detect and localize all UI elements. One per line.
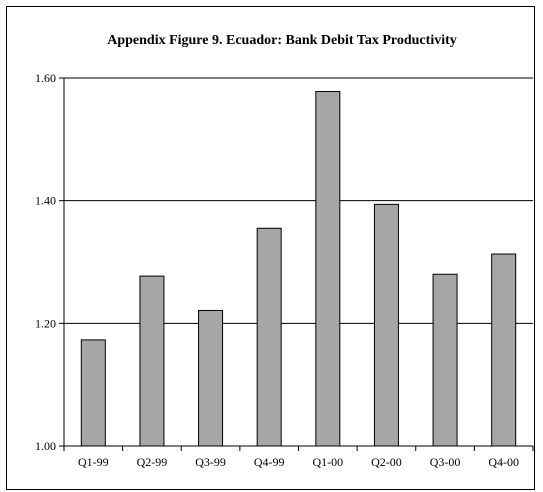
bar-q1-99 [80,339,106,447]
bar-q1-00 [315,90,341,447]
y-tick-label: 1.20 [35,316,56,330]
bar-q3-99 [198,309,224,447]
bars [80,90,517,447]
x-tick-labels: Q1-99 Q2-99 Q3-99 Q4-99 Q1-00 Q2-00 Q3-00 Q4-00 [78,455,519,469]
x-tick-label: Q1-00 [312,455,343,469]
chart-title: Appendix Figure 9. Ecuador: Bank Debit T… [107,33,457,48]
y-tick-labels: 1.00 1.20 1.40 1.60 [35,71,56,453]
x-tick-label: Q3-00 [430,455,461,469]
bar-q2-99 [139,275,165,447]
bar-q4-00 [491,253,517,447]
gridlines [59,77,533,447]
bar-q3-00 [432,273,458,447]
y-tick-label: 1.00 [35,439,56,453]
x-tick-label: Q1-99 [78,455,109,469]
x-tick-label: Q3-99 [195,455,226,469]
bar-q4-99 [256,227,282,447]
x-tick-label: Q2-99 [137,455,168,469]
x-tick-label: Q4-00 [488,455,519,469]
x-tick-label: Q4-99 [254,455,285,469]
y-tick-label: 1.40 [35,194,56,208]
bar-q2-00 [373,203,399,447]
y-tick-label: 1.60 [35,71,56,85]
axes [63,78,534,451]
x-tick-label: Q2-00 [371,455,402,469]
